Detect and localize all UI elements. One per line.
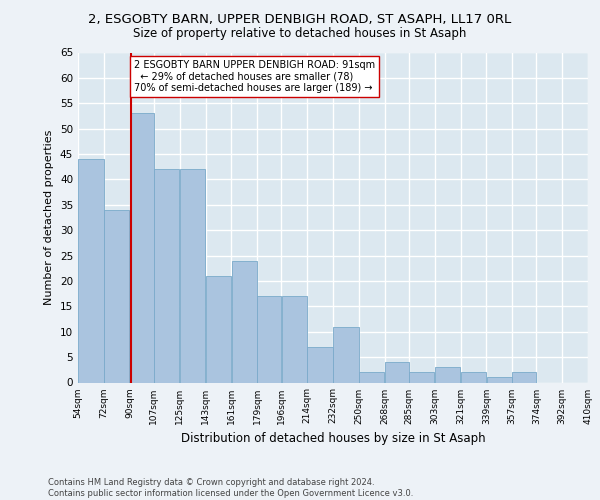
Text: Contains HM Land Registry data © Crown copyright and database right 2024.
Contai: Contains HM Land Registry data © Crown c…	[48, 478, 413, 498]
Bar	[385, 362, 409, 382]
Bar	[130, 114, 154, 382]
Bar	[487, 378, 512, 382]
Y-axis label: Number of detached properties: Number of detached properties	[44, 130, 55, 305]
Bar	[281, 296, 307, 382]
Text: 2, ESGOBTY BARN, UPPER DENBIGH ROAD, ST ASAPH, LL17 0RL: 2, ESGOBTY BARN, UPPER DENBIGH ROAD, ST …	[88, 12, 512, 26]
Bar	[78, 159, 104, 382]
Bar	[180, 170, 205, 382]
Bar	[104, 210, 130, 382]
Bar	[359, 372, 385, 382]
Bar	[333, 326, 359, 382]
Bar	[461, 372, 486, 382]
Bar	[257, 296, 281, 382]
Text: 2 ESGOBTY BARN UPPER DENBIGH ROAD: 91sqm
  ← 29% of detached houses are smaller : 2 ESGOBTY BARN UPPER DENBIGH ROAD: 91sqm…	[134, 60, 375, 94]
Bar	[409, 372, 434, 382]
Bar	[435, 368, 460, 382]
Bar	[588, 378, 600, 382]
X-axis label: Distribution of detached houses by size in St Asaph: Distribution of detached houses by size …	[181, 432, 485, 445]
Bar	[512, 372, 536, 382]
Bar	[232, 260, 257, 382]
Bar	[154, 170, 179, 382]
Text: Size of property relative to detached houses in St Asaph: Size of property relative to detached ho…	[133, 28, 467, 40]
Bar	[206, 276, 231, 382]
Bar	[307, 347, 333, 382]
